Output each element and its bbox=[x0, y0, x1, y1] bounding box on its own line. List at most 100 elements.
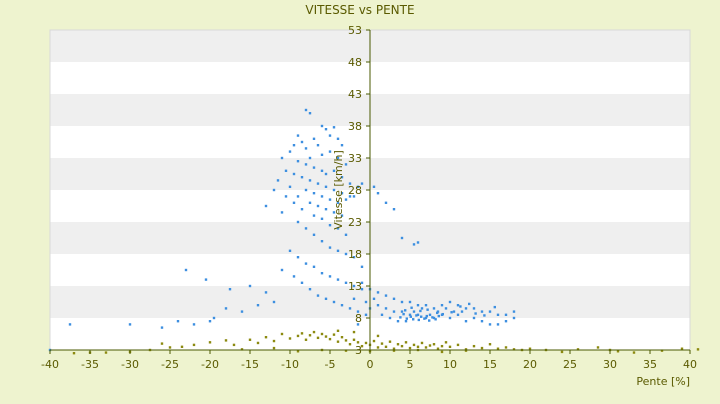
data-point-blue bbox=[448, 316, 452, 320]
y-tick-label: 38 bbox=[348, 120, 362, 133]
data-point-blue bbox=[428, 319, 431, 322]
data-point-blue bbox=[284, 169, 288, 172]
data-point-olive bbox=[192, 343, 196, 347]
data-point-olive bbox=[364, 341, 368, 345]
data-point-blue bbox=[417, 318, 420, 322]
data-point-blue bbox=[360, 288, 364, 291]
data-point-olive bbox=[560, 350, 564, 354]
data-point-olive bbox=[428, 344, 432, 347]
data-point-blue bbox=[316, 144, 320, 147]
data-point-blue bbox=[304, 108, 308, 112]
data-point-blue bbox=[493, 305, 496, 309]
data-point-blue bbox=[376, 304, 380, 307]
x-tick-label: -25 bbox=[161, 358, 179, 371]
data-point-olive bbox=[352, 338, 356, 341]
data-point-blue bbox=[472, 316, 476, 320]
data-point-blue bbox=[488, 310, 492, 313]
data-point-blue bbox=[344, 163, 348, 166]
data-point-blue bbox=[416, 241, 420, 244]
data-point-blue bbox=[456, 304, 460, 307]
data-point-olive bbox=[420, 341, 424, 345]
x-tick-label: 40 bbox=[683, 358, 697, 371]
data-point-blue bbox=[300, 281, 304, 284]
data-point-blue bbox=[280, 268, 284, 272]
data-point-blue bbox=[280, 156, 284, 160]
data-point-blue bbox=[496, 323, 500, 326]
data-point-blue bbox=[204, 278, 208, 281]
data-point-olive bbox=[160, 342, 164, 345]
data-point-olive bbox=[332, 333, 336, 336]
data-point-blue bbox=[415, 314, 418, 317]
data-point-olive bbox=[616, 350, 620, 353]
data-point-olive bbox=[432, 343, 436, 346]
data-point-olive bbox=[256, 341, 260, 345]
data-point-blue bbox=[419, 309, 422, 313]
x-tick-label: 35 bbox=[643, 358, 657, 371]
data-point-blue bbox=[496, 313, 500, 316]
data-point-blue bbox=[308, 201, 312, 204]
data-point-blue bbox=[336, 137, 340, 140]
data-point-blue bbox=[308, 179, 312, 182]
data-point-olive bbox=[632, 351, 636, 354]
data-point-olive bbox=[396, 343, 400, 346]
x-tick-label: 15 bbox=[483, 358, 497, 371]
data-point-blue bbox=[324, 172, 328, 176]
data-point-blue bbox=[483, 314, 486, 317]
data-point-olive bbox=[308, 334, 312, 337]
data-point-blue bbox=[304, 262, 308, 265]
data-point-blue bbox=[320, 195, 324, 198]
axes bbox=[49, 29, 691, 354]
data-point-olive bbox=[272, 339, 276, 343]
data-point-blue bbox=[376, 291, 380, 294]
data-point-olive bbox=[72, 352, 76, 355]
data-point-blue bbox=[392, 208, 396, 211]
data-point-blue bbox=[392, 297, 396, 300]
data-point-blue bbox=[308, 112, 312, 115]
data-point-blue bbox=[324, 128, 328, 131]
x-tick-label: 30 bbox=[603, 358, 617, 371]
data-point-olive bbox=[464, 349, 468, 352]
data-point-blue bbox=[348, 182, 352, 185]
data-point-blue bbox=[431, 316, 434, 319]
data-point-olive bbox=[376, 346, 380, 349]
data-point-blue bbox=[344, 233, 348, 236]
data-point-olive bbox=[328, 337, 332, 341]
data-point-blue bbox=[409, 315, 412, 318]
data-point-blue bbox=[300, 176, 304, 179]
data-point-olive bbox=[412, 343, 416, 347]
data-point-blue bbox=[404, 320, 408, 323]
data-point-blue bbox=[336, 156, 340, 160]
data-point-blue bbox=[332, 300, 336, 304]
chart-title: VITESSE vs PENTE bbox=[305, 3, 414, 17]
data-point-olive bbox=[296, 334, 300, 338]
data-point-blue bbox=[248, 284, 252, 288]
data-point-blue bbox=[405, 317, 408, 320]
data-point-olive bbox=[464, 348, 468, 351]
data-point-blue bbox=[392, 310, 396, 313]
data-point-blue bbox=[292, 201, 296, 204]
data-point-blue bbox=[434, 318, 437, 321]
data-point-olive bbox=[312, 330, 316, 334]
data-point-blue bbox=[312, 233, 316, 236]
data-point-blue bbox=[372, 185, 376, 188]
data-point-blue bbox=[399, 316, 402, 319]
data-point-blue bbox=[474, 312, 477, 315]
data-point-blue bbox=[184, 268, 188, 272]
data-point-blue bbox=[208, 320, 212, 323]
data-point-olive bbox=[320, 332, 324, 336]
data-point-blue bbox=[420, 307, 424, 310]
y-tick-label: 18 bbox=[348, 248, 362, 261]
data-point-olive bbox=[456, 343, 460, 347]
y-tick-label: 28 bbox=[348, 184, 362, 197]
x-tick-labels: -40 -35 -30 -25 -20 -15 -10 -5 0 5 10 15 20 25 30 35 40 bbox=[41, 358, 697, 371]
data-point-blue bbox=[320, 169, 324, 172]
data-point-olive bbox=[352, 330, 356, 334]
data-point-blue bbox=[300, 140, 304, 144]
data-point-blue bbox=[424, 304, 428, 307]
data-point-olive bbox=[528, 347, 532, 350]
data-point-blue bbox=[412, 310, 416, 313]
data-point-blue bbox=[332, 188, 336, 192]
data-point-blue bbox=[128, 323, 132, 326]
data-point-blue bbox=[336, 201, 340, 204]
